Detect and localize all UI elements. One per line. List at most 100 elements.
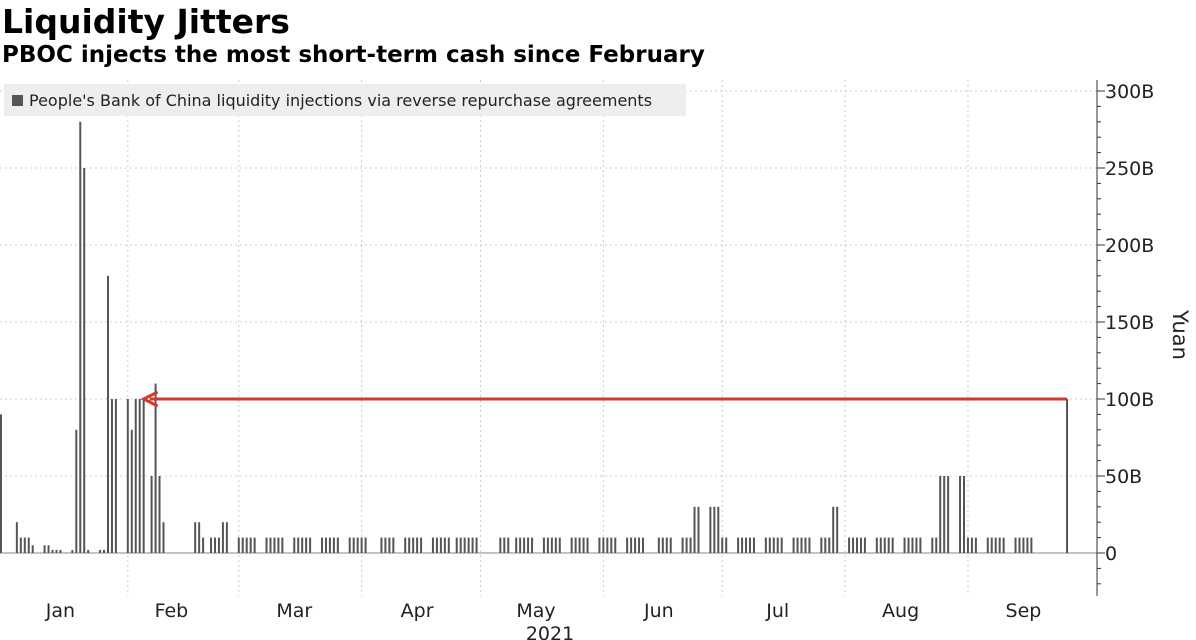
bar bbox=[963, 476, 965, 553]
bar bbox=[578, 537, 581, 553]
bar bbox=[768, 537, 771, 553]
bar bbox=[519, 537, 522, 553]
x-tick-label: Aug bbox=[882, 600, 919, 622]
bar bbox=[657, 537, 660, 553]
bar bbox=[804, 537, 807, 553]
bar bbox=[356, 537, 359, 553]
bar bbox=[546, 537, 549, 553]
bar bbox=[0, 414, 2, 553]
bar bbox=[1002, 537, 1005, 553]
bar bbox=[824, 537, 827, 553]
y-tick-label: 200B bbox=[1105, 235, 1154, 257]
bar bbox=[503, 537, 506, 553]
bar bbox=[800, 537, 803, 553]
bar bbox=[416, 537, 419, 553]
bar bbox=[776, 537, 779, 553]
bar bbox=[574, 537, 577, 553]
bar bbox=[55, 549, 58, 553]
bar bbox=[986, 537, 989, 553]
bar bbox=[475, 537, 478, 553]
bar bbox=[879, 537, 882, 553]
bar bbox=[75, 429, 78, 553]
bar bbox=[943, 476, 946, 553]
bar bbox=[820, 537, 823, 553]
bar bbox=[717, 506, 720, 553]
bar bbox=[225, 522, 228, 553]
bar bbox=[471, 537, 474, 553]
x-axis-label: 2021 bbox=[526, 623, 574, 640]
y-tick-label: 50B bbox=[1105, 466, 1142, 488]
bar bbox=[412, 537, 415, 553]
bar bbox=[328, 537, 331, 553]
bar bbox=[796, 537, 799, 553]
bar bbox=[1018, 537, 1021, 553]
bar bbox=[935, 537, 938, 553]
bar bbox=[638, 537, 641, 553]
bar bbox=[828, 537, 831, 553]
bar bbox=[998, 537, 1001, 553]
bar bbox=[273, 537, 276, 553]
bar bbox=[277, 537, 280, 553]
bar bbox=[15, 522, 18, 553]
x-tick-label: Jun bbox=[643, 600, 674, 622]
bar bbox=[126, 399, 129, 553]
bar bbox=[685, 537, 688, 553]
bar bbox=[360, 537, 363, 553]
bar bbox=[301, 537, 304, 553]
y-tick-label: 250B bbox=[1105, 158, 1154, 180]
bar bbox=[515, 537, 518, 553]
bar bbox=[772, 537, 775, 553]
chart-title: Liquidity Jitters bbox=[2, 2, 290, 41]
bar bbox=[499, 537, 502, 553]
x-tick-label: Feb bbox=[155, 600, 189, 622]
y-axis: 0 50B 100B 150B 200B 250B 300B bbox=[1096, 80, 1154, 596]
legend: People's Bank of China liquidity injecti… bbox=[4, 84, 686, 116]
bar bbox=[1066, 399, 1069, 553]
bar bbox=[780, 537, 783, 553]
bar bbox=[709, 506, 712, 553]
bar bbox=[558, 537, 561, 553]
y-tick-label: 150B bbox=[1105, 312, 1154, 334]
bar bbox=[990, 537, 993, 553]
bar bbox=[443, 537, 446, 553]
bar bbox=[875, 537, 878, 553]
bar bbox=[610, 537, 613, 553]
bar bbox=[352, 537, 355, 553]
bar bbox=[281, 537, 284, 553]
legend-label: People's Bank of China liquidity injecti… bbox=[29, 90, 653, 110]
bar bbox=[392, 537, 395, 553]
bar bbox=[43, 545, 46, 553]
bar bbox=[507, 537, 510, 553]
bar bbox=[467, 537, 470, 553]
bar bbox=[435, 537, 438, 553]
bar bbox=[725, 537, 728, 553]
bar bbox=[606, 537, 609, 553]
bar bbox=[697, 506, 700, 553]
bar bbox=[237, 537, 240, 553]
y-tick-label: 300B bbox=[1105, 81, 1154, 103]
bar bbox=[883, 537, 886, 553]
bar bbox=[1014, 537, 1017, 553]
bar bbox=[974, 537, 977, 553]
bar bbox=[31, 545, 34, 553]
bar bbox=[59, 549, 62, 553]
bar bbox=[321, 537, 323, 553]
x-tick-label: Jan bbox=[45, 600, 75, 622]
bar bbox=[859, 537, 862, 553]
bar bbox=[669, 537, 672, 553]
bar bbox=[634, 537, 637, 553]
bar-series bbox=[0, 121, 1069, 554]
bar bbox=[202, 537, 205, 553]
bar bbox=[336, 537, 339, 553]
bar bbox=[198, 522, 201, 553]
bar bbox=[689, 537, 692, 553]
bar bbox=[721, 537, 724, 553]
bar bbox=[332, 537, 335, 553]
x-tick-label: Mar bbox=[276, 600, 312, 622]
bar bbox=[598, 537, 601, 553]
bar bbox=[713, 506, 716, 553]
x-tick-label: Apr bbox=[401, 600, 434, 622]
legend-swatch bbox=[12, 94, 23, 106]
bar bbox=[221, 522, 224, 553]
bar bbox=[439, 537, 442, 553]
